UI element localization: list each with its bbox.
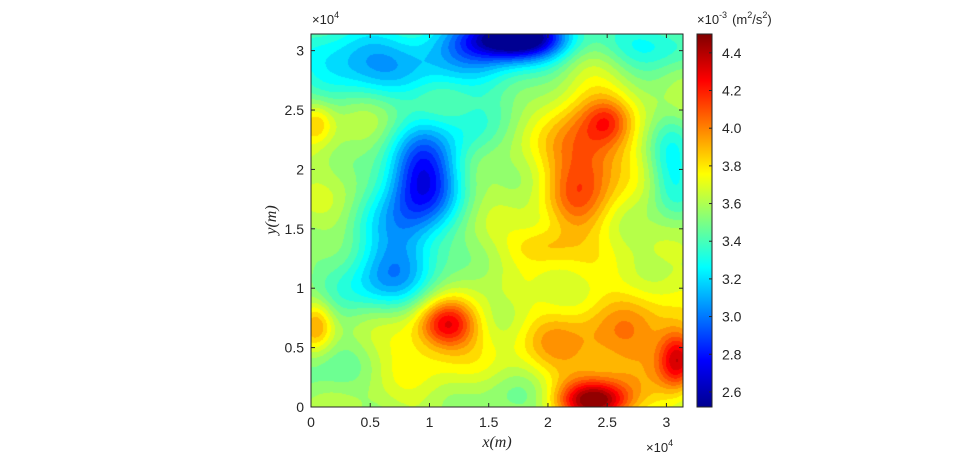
heatmap-field [311,34,683,407]
x-multiplier-exp: 4 [668,438,673,448]
y-tick-label: 3 [296,43,304,59]
x-tick-label: 0 [307,414,315,430]
x-tick-label: 0.5 [361,414,381,430]
colorbar-unit-mid: /s [752,12,763,27]
x-tick-label: 1.5 [479,414,499,430]
y-tick-label: 0 [296,399,304,415]
x-tick-label: 1 [426,414,434,430]
colorbar-unit-prefix: (m [732,12,747,27]
colorbar-tick-label: 3.4 [722,233,742,249]
x-tick-label: 2.5 [597,414,617,430]
x-multiplier-base: ×10 [646,440,668,455]
colorbar-tick-label: 3.0 [722,309,742,325]
x-axis-label: x(m) [481,434,511,451]
colorbar-tick-label: 4.4 [722,45,742,61]
colorbar-tick-label: 2.8 [722,346,742,362]
x-tick-label: 2 [544,414,552,430]
y-tick-label: 1.5 [285,221,305,237]
y-tick-label: 2.5 [285,102,305,118]
colorbar-unit-suffix: ) [767,12,771,27]
plot-frame [310,33,684,408]
heatmap [310,33,684,408]
colorbar-tick-label: 3.2 [722,271,742,287]
x-axis: 0 0.5 1 1.5 2 2.5 3 [307,34,671,430]
y-tick-label: 1 [296,280,304,296]
colorbar-tick-label: 3.6 [722,196,742,212]
y-axis-label: y(m) [263,205,280,236]
colorbar-tick-label: 2.6 [722,384,742,400]
y-multiplier-exp: 4 [334,10,339,20]
colorbar-ticks: 2.6 2.8 3.0 3.2 3.4 3.6 3.8 4.0 4.2 4.4 [709,45,742,400]
colorbar-tick-label: 3.8 [722,158,742,174]
y-multiplier-base: ×10 [312,12,334,27]
colorbar-unit-exp1: 2 [747,10,752,20]
colorbar-multiplier-exp: -3 [719,10,727,20]
colorbar-unit-exp2: 2 [762,10,767,20]
y-multiplier: ×104 [312,10,339,27]
colorbar: 2.62.83.03.23.43.63.84.04.24.4 ×10-3 (m2/… [696,10,772,408]
colorbar-multiplier: ×10 [697,12,719,27]
colorbar-tick-label: 4.0 [722,120,742,136]
colorbar-tick-label: 4.2 [722,83,742,99]
y-tick-label: 0.5 [285,340,305,356]
colorbar-gradient [696,33,713,408]
y-axis: 0 0.5 1 1.5 2 2.5 3 [285,43,683,415]
x-multiplier: ×104 [646,438,673,455]
x-tick-label: 3 [663,414,671,430]
colorbar-unit: ×10-3 (m2/s2) [697,10,772,27]
y-tick-label: 2 [296,161,304,177]
